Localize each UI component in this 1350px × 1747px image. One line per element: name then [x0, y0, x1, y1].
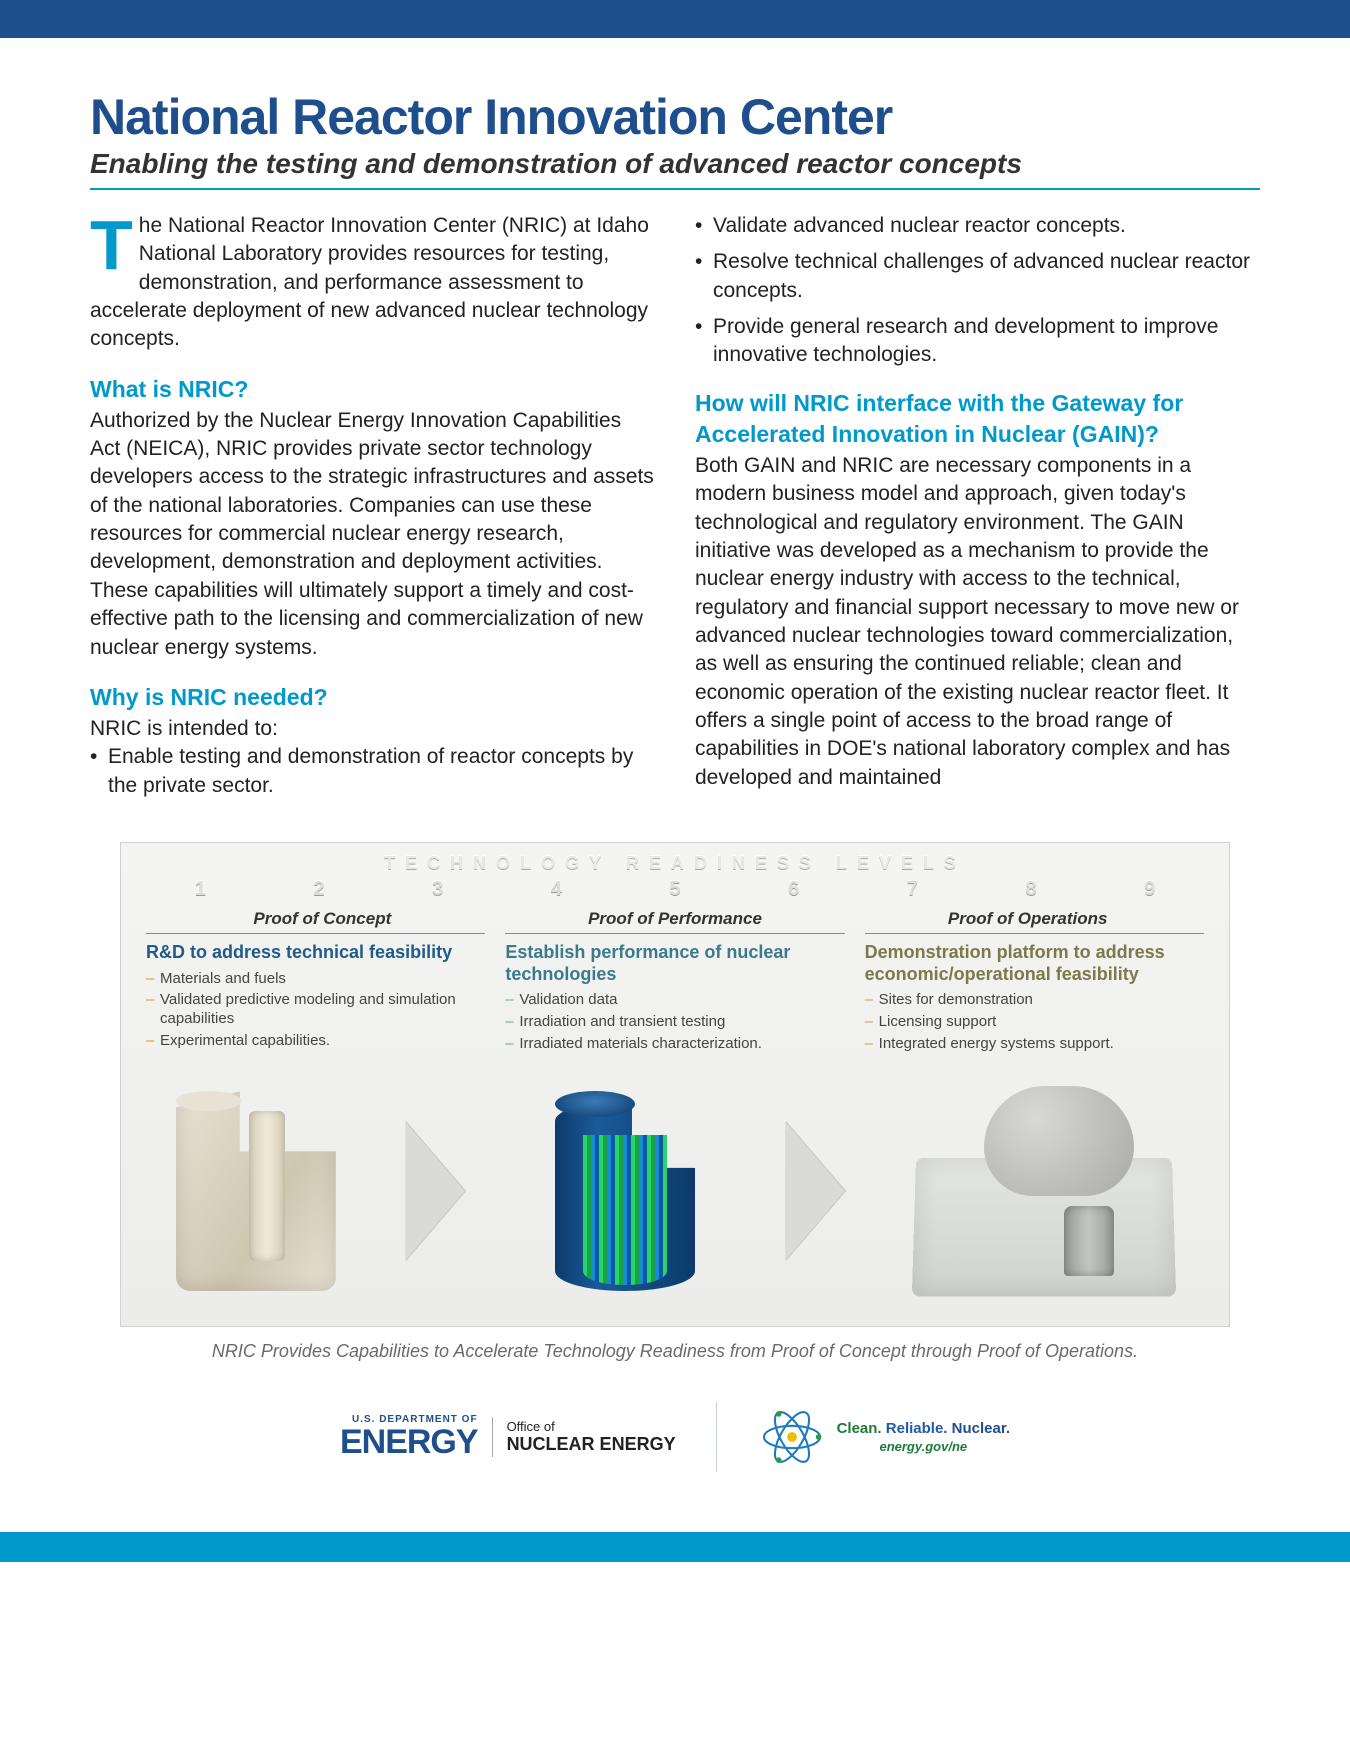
- trl-level: 2: [260, 878, 379, 901]
- trl-level: 1: [141, 878, 260, 901]
- trl-level: 4: [497, 878, 616, 901]
- gain-heading: How will NRIC interface with the Gateway…: [695, 388, 1260, 450]
- trl-stage-label: Proof of Concept: [146, 905, 499, 933]
- doe-energy: ENERGY: [340, 1425, 478, 1459]
- intro-paragraph: T he National Reactor Innovation Center …: [90, 212, 655, 354]
- tagline-clean: Clean.: [837, 1420, 882, 1437]
- trl-stage-body: R&D to address technical feasibility Mat…: [121, 942, 1229, 1066]
- tagline: Clean. Reliable. Nuclear. energy.gov/ne: [837, 1420, 1010, 1454]
- divider: [716, 1402, 717, 1472]
- trl-stage-2: Establish performance of nuclear technol…: [505, 942, 844, 1056]
- footer-logos: U.S. DEPARTMENT OF ENERGY Office of NUCL…: [90, 1402, 1260, 1472]
- trl-level: 7: [853, 878, 972, 901]
- left-column: T he National Reactor Innovation Center …: [90, 212, 655, 812]
- trl-caption: NRIC Provides Capabilities to Accelerate…: [120, 1341, 1230, 1362]
- list-item: Validated predictive modeling and simula…: [146, 991, 485, 1029]
- intro-text: he National Reactor Innovation Center (N…: [90, 214, 649, 350]
- what-heading: What is NRIC?: [90, 374, 655, 405]
- trl-stage-heading: Establish performance of nuclear technol…: [505, 942, 844, 985]
- trl-stage-heading: Demonstration platform to address econom…: [865, 942, 1204, 985]
- body-columns: T he National Reactor Innovation Center …: [90, 212, 1260, 812]
- tagline-nuclear: Nuclear.: [952, 1420, 1010, 1437]
- gain-body: Both GAIN and NRIC are necessary compone…: [695, 452, 1260, 792]
- trl-panel: TECHNOLOGY READINESS LEVELS 1 2 3 4 5 6 …: [120, 842, 1230, 1327]
- divider: [492, 1417, 493, 1457]
- why-heading: Why is NRIC needed?: [90, 682, 655, 713]
- page-subtitle: Enabling the testing and demonstration o…: [90, 148, 1260, 180]
- why-bullets-right: Validate advanced nuclear reactor concep…: [695, 212, 1260, 370]
- right-column: Validate advanced nuclear reactor concep…: [695, 212, 1260, 812]
- dropcap: T: [90, 212, 139, 276]
- trl-illustrations: [121, 1066, 1229, 1326]
- list-item: Validation data: [505, 991, 844, 1010]
- list-item: Materials and fuels: [146, 970, 485, 989]
- trl-stage-rules: [121, 933, 1229, 934]
- arrow-icon: [785, 1121, 845, 1261]
- trl-level: 5: [616, 878, 735, 901]
- trl-stage-labels: Proof of Concept Proof of Performance Pr…: [121, 905, 1229, 933]
- trl-stage-label: Proof of Operations: [851, 905, 1204, 933]
- doe-logo: U.S. DEPARTMENT OF ENERGY Office of NUCL…: [340, 1415, 676, 1459]
- list-item: Provide general research and development…: [695, 313, 1260, 370]
- trl-stage-items: Sites for demonstration Licensing suppor…: [865, 991, 1204, 1053]
- title-rule: [90, 188, 1260, 190]
- arrow-icon: [405, 1121, 465, 1261]
- reactor-cutaway-icon: [176, 1091, 336, 1291]
- list-item: Sites for demonstration: [865, 991, 1204, 1010]
- trl-stage-items: Materials and fuels Validated predictive…: [146, 970, 485, 1051]
- trl-level: 6: [734, 878, 853, 901]
- reactor-building-icon: [914, 1086, 1174, 1296]
- trl-level-numbers: 1 2 3 4 5 6 7 8 9: [121, 878, 1229, 905]
- trl-stage-label: Proof of Performance: [499, 905, 852, 933]
- list-item: Validate advanced nuclear reactor concep…: [695, 212, 1260, 240]
- trl-title: TECHNOLOGY READINESS LEVELS: [121, 843, 1229, 878]
- list-item: Licensing support: [865, 1013, 1204, 1032]
- trl-level: 9: [1090, 878, 1209, 901]
- list-item: Resolve technical challenges of advanced…: [695, 248, 1260, 305]
- list-item: Integrated energy systems support.: [865, 1035, 1204, 1054]
- atom-icon: [757, 1402, 827, 1472]
- why-lead: NRIC is intended to:: [90, 715, 655, 743]
- trl-stage-items: Validation data Irradiation and transien…: [505, 991, 844, 1053]
- page-content: National Reactor Innovation Center Enabl…: [0, 38, 1350, 1502]
- trl-diagram: TECHNOLOGY READINESS LEVELS 1 2 3 4 5 6 …: [90, 842, 1260, 1362]
- bottom-bar: [0, 1532, 1350, 1562]
- list-item: Irradiated materials characterization.: [505, 1035, 844, 1054]
- list-item: Irradiation and transient testing: [505, 1013, 844, 1032]
- why-bullets-left: Enable testing and demonstration of reac…: [90, 743, 655, 800]
- atom-logo-block: Clean. Reliable. Nuclear. energy.gov/ne: [757, 1402, 1010, 1472]
- reactor-core-icon: [535, 1081, 715, 1301]
- trl-stage-heading: R&D to address technical feasibility: [146, 942, 485, 964]
- top-bar: [0, 0, 1350, 38]
- trl-level: 8: [972, 878, 1091, 901]
- doe-ne: NUCLEAR ENERGY: [507, 1435, 676, 1455]
- list-item: Experimental capabilities.: [146, 1032, 485, 1051]
- trl-stage-1: R&D to address technical feasibility Mat…: [146, 942, 485, 1056]
- tagline-url: energy.gov/ne: [837, 1439, 1010, 1454]
- what-body: Authorized by the Nuclear Energy Innovat…: [90, 407, 655, 662]
- list-item: Enable testing and demonstration of reac…: [90, 743, 655, 800]
- doe-office: Office of: [507, 1420, 676, 1434]
- tagline-reliable: Reliable.: [886, 1420, 948, 1437]
- trl-stage-3: Demonstration platform to address econom…: [865, 942, 1204, 1056]
- page-title: National Reactor Innovation Center: [90, 88, 1260, 146]
- trl-level: 3: [378, 878, 497, 901]
